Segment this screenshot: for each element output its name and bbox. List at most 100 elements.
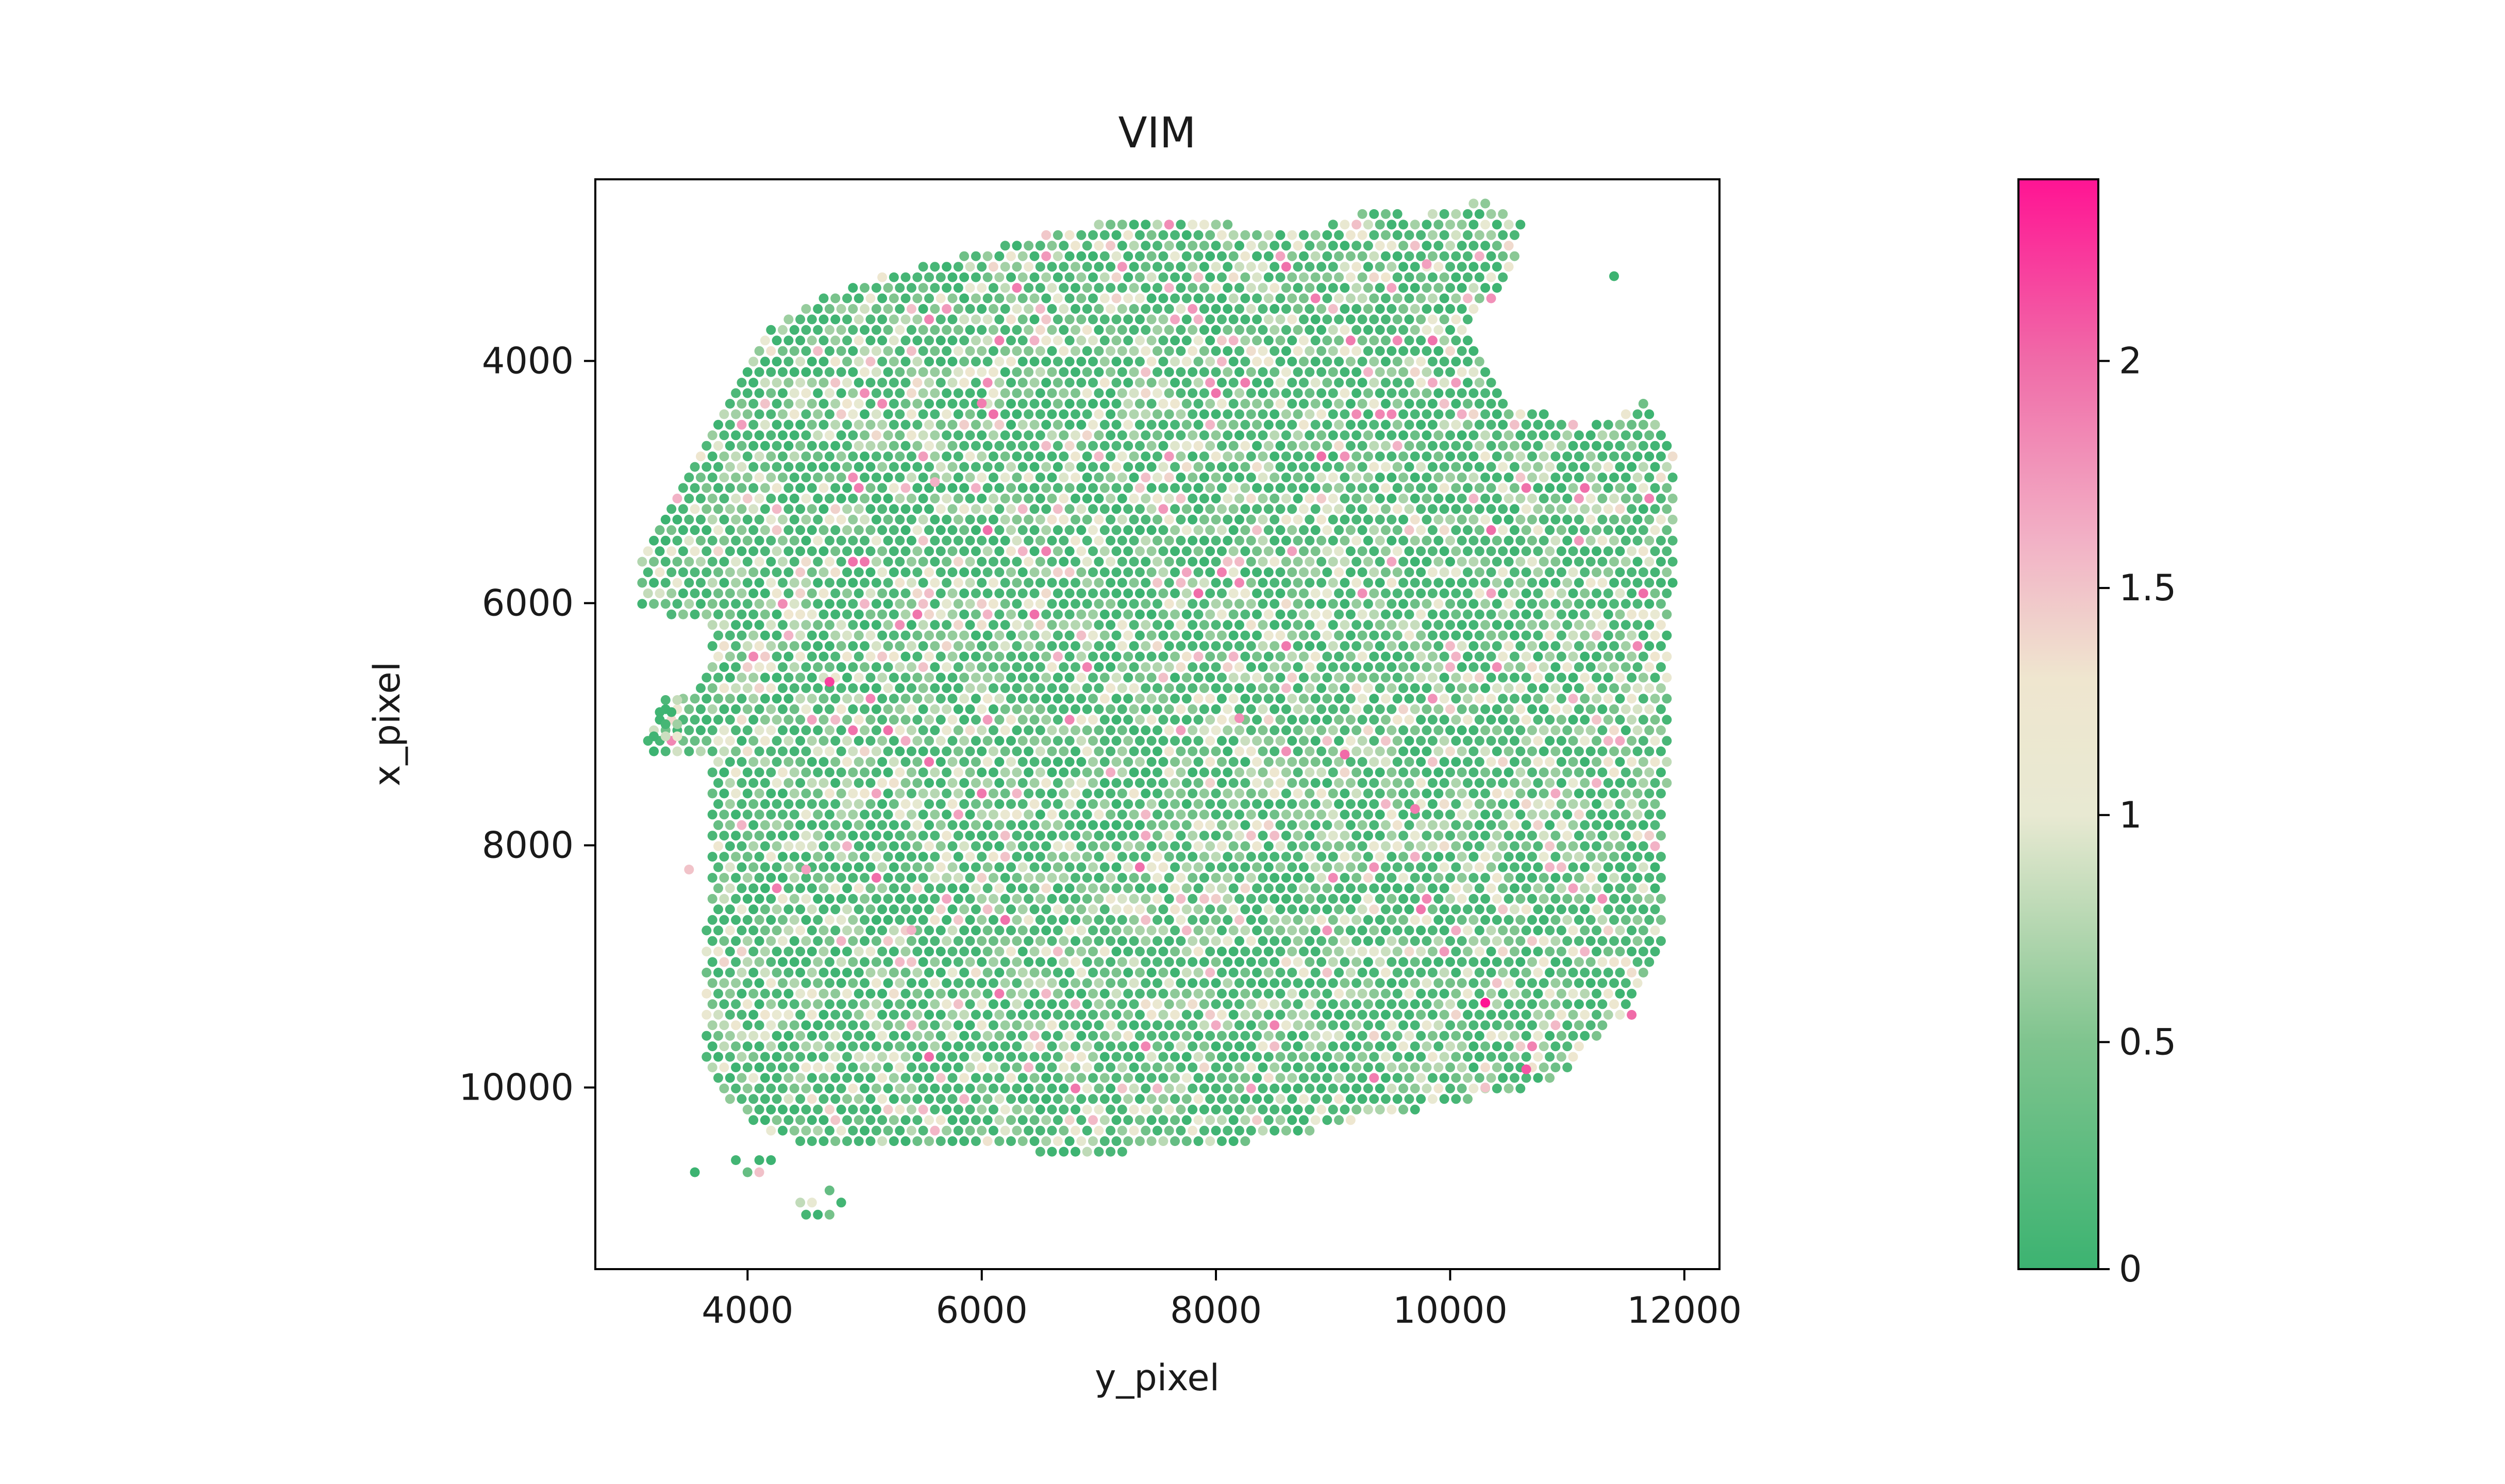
spot — [778, 514, 788, 525]
spot — [1644, 451, 1655, 462]
spot — [930, 893, 940, 904]
spot — [1228, 736, 1239, 746]
spot — [1240, 757, 1250, 767]
spot — [1012, 704, 1022, 714]
spot — [830, 609, 841, 619]
spot — [1504, 556, 1514, 567]
spot — [865, 820, 876, 830]
spot — [1234, 241, 1244, 251]
spot — [1071, 725, 1080, 735]
spot — [1088, 378, 1098, 388]
spot — [1387, 451, 1397, 462]
spot — [1024, 578, 1034, 588]
spot — [1024, 430, 1034, 441]
spot — [1521, 609, 1531, 619]
spot — [1597, 578, 1608, 588]
spot — [1281, 409, 1291, 419]
spot — [1656, 746, 1666, 756]
spot — [1223, 641, 1233, 651]
spot — [731, 430, 741, 441]
spot — [1170, 609, 1180, 619]
spot — [1258, 451, 1268, 462]
spot — [1585, 494, 1596, 503]
spot — [1310, 841, 1321, 851]
spot — [1498, 736, 1508, 746]
spot — [900, 293, 911, 303]
spot — [1345, 546, 1356, 556]
spot — [1153, 241, 1162, 251]
spot — [1006, 272, 1016, 282]
spot — [836, 304, 846, 314]
spot — [1129, 725, 1139, 735]
spot — [1474, 419, 1484, 430]
spot — [942, 346, 952, 356]
spot — [1445, 725, 1455, 735]
spot — [1427, 293, 1438, 303]
spot — [1457, 283, 1467, 293]
spot — [1263, 841, 1274, 851]
spot — [930, 599, 940, 609]
spot — [1211, 683, 1221, 693]
spot — [1656, 662, 1666, 672]
spot — [953, 283, 963, 293]
spot — [1363, 304, 1373, 314]
spot — [977, 683, 987, 693]
spot — [1310, 272, 1321, 282]
spot — [702, 546, 712, 556]
spot — [819, 525, 829, 535]
spot — [1351, 325, 1362, 335]
spot — [947, 820, 958, 830]
spot — [930, 304, 940, 314]
spot — [1580, 567, 1590, 578]
spot — [1099, 841, 1110, 851]
spot — [906, 746, 916, 756]
spot — [760, 672, 770, 683]
spot — [1024, 831, 1034, 841]
spot — [959, 588, 970, 598]
spot — [1223, 367, 1233, 377]
spot — [854, 483, 864, 493]
spot — [1328, 725, 1338, 735]
spot — [1129, 746, 1139, 756]
spot — [1199, 578, 1209, 588]
spot — [1592, 715, 1601, 725]
spot — [1181, 230, 1192, 240]
spot — [1199, 535, 1209, 546]
spot — [924, 567, 934, 578]
spot — [854, 335, 864, 346]
spot — [854, 504, 864, 514]
spot — [783, 672, 794, 683]
spot — [1006, 862, 1016, 872]
spot — [748, 841, 759, 851]
spot — [1111, 441, 1122, 451]
spot — [742, 430, 753, 441]
spot — [918, 599, 928, 609]
spot — [1504, 788, 1514, 799]
spot — [900, 820, 911, 830]
spot — [1076, 230, 1087, 240]
spot — [1240, 862, 1250, 872]
spot — [1153, 578, 1162, 588]
spot — [1597, 788, 1608, 799]
spot — [696, 578, 706, 588]
spot — [1053, 778, 1063, 788]
spot — [1024, 599, 1034, 609]
spot — [1158, 672, 1168, 683]
spot — [971, 588, 981, 598]
spot — [1486, 715, 1496, 725]
spot — [1439, 841, 1449, 851]
spot — [1141, 831, 1151, 841]
spot — [1410, 494, 1420, 503]
spot — [1217, 441, 1227, 451]
spot — [783, 778, 794, 788]
spot — [1316, 578, 1327, 588]
spot — [772, 399, 782, 409]
spot — [871, 430, 881, 441]
spot — [1310, 799, 1321, 809]
spot — [1568, 799, 1578, 809]
spot — [795, 904, 806, 915]
spot — [1064, 736, 1075, 746]
spot — [953, 704, 963, 714]
spot — [1398, 831, 1409, 841]
spot — [1398, 683, 1409, 693]
